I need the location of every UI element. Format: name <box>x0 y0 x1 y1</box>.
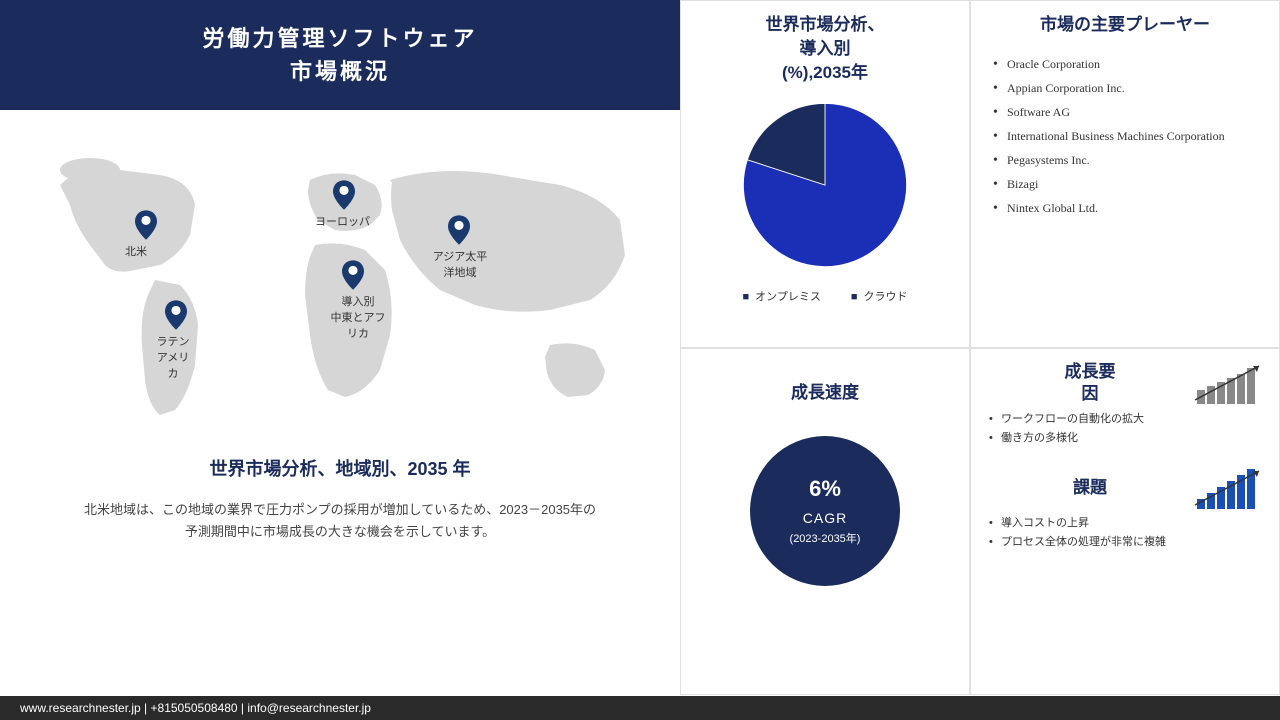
label-apac: アジア太平洋地域 <box>425 248 495 280</box>
pin-icon <box>165 300 187 330</box>
map-heading: 世界市場分析、地域別、2035 年 <box>20 455 660 481</box>
pie-chart <box>740 100 910 270</box>
left-panel: 労働力管理ソフトウェア 市場概況 北米 <box>0 0 680 695</box>
player-item: Software AG <box>993 105 1265 120</box>
title-line2: 市場概況 <box>20 55 660 88</box>
footer-bar: www.researchnester.jp | +815050508480 | … <box>0 696 1280 720</box>
player-item: Pegasystems Inc. <box>993 153 1265 168</box>
growth-title: 成長速度 <box>695 381 955 405</box>
label-mea: 導入別中東とアフリカ <box>318 293 398 341</box>
factors-list: ワークフローの自動化の拡大働き方の多様化 <box>987 411 1263 447</box>
growth-years: (2023-2035年) <box>790 530 861 546</box>
challenge-item: 導入コストの上昇 <box>987 515 1263 532</box>
players-list: Oracle Corporation Appian Corporation Inc… <box>985 57 1265 225</box>
pin-icon <box>135 210 157 240</box>
pin-icon <box>333 180 355 210</box>
challenge-item: プロセス全体の処理が非常に複雑 <box>987 534 1263 551</box>
player-item: Appian Corporation Inc. <box>993 81 1265 96</box>
pie-title: 世界市場分析、導入別(%),2035年 <box>695 13 955 84</box>
growth-cagr: CAGR <box>803 510 847 526</box>
label-la: ラテンアメリカ <box>148 333 198 381</box>
factor-item: ワークフローの自動化の拡大 <box>987 411 1263 428</box>
label-na: 北米 <box>125 243 147 259</box>
pie-legend: オンプレミスクラウド <box>695 288 955 304</box>
main-title: 労働力管理ソフトウェア 市場概況 <box>0 0 680 110</box>
world-map: 北米 ラテンアメリカ ヨーロッパ 導入別中東とアフリカ アジア太平洋地域 <box>20 125 660 445</box>
label-eu: ヨーロッパ <box>315 213 370 229</box>
player-item: Bizagi <box>993 177 1265 192</box>
pin-icon <box>448 215 470 245</box>
factors-challenges-panel: 成長要因 ワークフローの自動化の拡大働き方の多様化 課題 導入コストの上昇プロセ… <box>970 348 1280 696</box>
challenges-list: 導入コストの上昇プロセス全体の処理が非常に複雑 <box>987 515 1263 551</box>
challenges-title: 課題 <box>987 477 1193 499</box>
player-item: Nintex Global Ltd. <box>993 201 1265 216</box>
factor-item: 働き方の多様化 <box>987 430 1263 447</box>
factors-chart-icon <box>1193 362 1263 404</box>
factors-title: 成長要因 <box>987 361 1193 405</box>
growth-percent: 6% <box>809 476 841 502</box>
map-description: 北米地域は、この地域の業界で圧力ポンプの採用が増加しているため、2023－203… <box>20 499 660 543</box>
growth-circle: 6% CAGR (2023-2035年) <box>750 436 900 586</box>
challenges-chart-icon <box>1193 467 1263 509</box>
player-item: International Business Machines Corporat… <box>993 129 1265 144</box>
players-title: 市場の主要プレーヤー <box>985 13 1265 37</box>
player-item: Oracle Corporation <box>993 57 1265 72</box>
title-line1: 労働力管理ソフトウェア <box>20 22 660 55</box>
map-section: 北米 ラテンアメリカ ヨーロッパ 導入別中東とアフリカ アジア太平洋地域 世界市… <box>0 110 680 695</box>
pie-panel: 世界市場分析、導入別(%),2035年 オンプレミスクラウド <box>680 0 970 348</box>
pin-icon <box>342 260 364 290</box>
players-panel: 市場の主要プレーヤー Oracle Corporation Appian Corp… <box>970 0 1280 348</box>
growth-panel: 成長速度 6% CAGR (2023-2035年) <box>680 348 970 696</box>
